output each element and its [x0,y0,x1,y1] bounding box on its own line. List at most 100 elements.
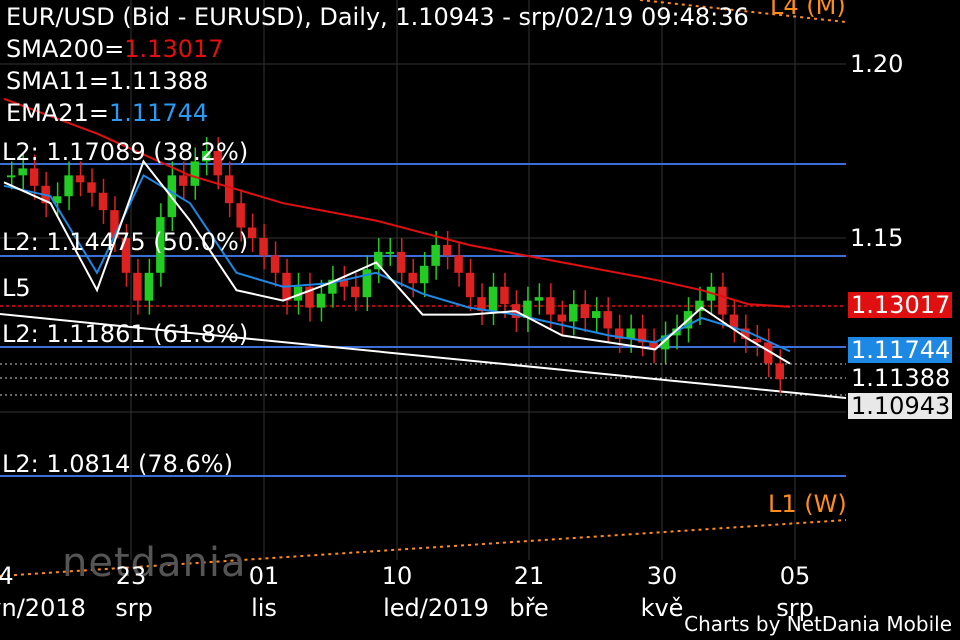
candle-body [488,286,498,312]
x-axis-month: kvě [640,594,684,622]
candle-body [29,168,39,186]
candle-body [64,175,73,197]
x-axis-day: 21 [513,562,545,590]
fib-level-label: L2: 1.17089 (38.2%) [2,138,249,166]
price-tag: 1.11744 [848,337,952,363]
candle-body [534,297,544,301]
candle-body [7,175,16,178]
candle-body [626,328,635,339]
x-axis-month: srp [776,594,814,622]
candle-body [614,328,624,339]
candle-body [144,272,154,301]
candle-body [75,175,85,183]
candle-body [213,151,222,176]
candle-body [121,238,131,273]
chart-grid [0,0,846,560]
candle-body [637,328,647,343]
candle-body [569,304,578,322]
x-axis-day: 23 [115,562,147,590]
candle-body [110,210,119,238]
candle-body [477,297,486,312]
l5-label: L5 [2,274,31,302]
candle-body [442,244,452,256]
x-axis-day: 4 [0,562,14,590]
candlesticks [7,137,784,394]
candle-body [465,272,475,298]
fib-level-label: L2: 1.0814 (78.6%) [2,450,233,478]
candle-body [546,297,555,315]
candle-body [305,286,314,308]
candle-body [752,338,762,343]
candle-body [454,255,463,273]
candle-body [500,286,509,305]
l1-trend-line [0,519,847,577]
x-axis-month: čvn/2018 [0,594,86,622]
candle-body [603,311,612,329]
candle-body [592,311,601,319]
candle-body [580,304,589,319]
sma200-line [3,97,791,308]
candle-body [202,151,211,162]
trend-lines [0,0,847,577]
sma11-line [3,159,791,365]
candle-body [156,217,165,273]
candle-body [339,279,349,287]
candle-body [190,161,199,186]
candle-body [179,175,188,186]
candle-body [385,251,394,254]
candle-body [741,328,750,339]
candle-body [351,286,360,298]
l1-label: L1 (W) [768,490,847,518]
x-axis-day: 30 [646,562,678,590]
x-axis-day: 05 [779,562,811,590]
sma11-legend: SMA11=1.11388 [6,67,209,95]
x-axis-month: bře [509,594,549,622]
candle-body [718,286,727,315]
candle-body [408,272,417,284]
netdania-watermark: netdania [62,540,247,586]
x-axis-day: 10 [381,562,413,590]
candle-body [52,196,62,204]
fib-level-label: L2: 1.14475 (50.0%) [2,228,249,256]
candle-body [397,251,406,273]
candle-body [729,314,739,329]
candle-body [775,363,784,380]
price-axis-label: 1.15 [850,224,904,252]
fib-level-label: L2: 1.11861 (61.8%) [2,320,249,348]
candle-body [236,203,245,228]
candle-body [419,265,429,284]
sma200-legend: SMA200=1.13017 [6,35,224,63]
candle-body [649,342,658,350]
candle-body [764,342,773,364]
fibonacci-levels [0,163,846,477]
candle-body [374,251,383,270]
ema21-line [3,173,791,353]
candle-body [87,182,96,193]
candle-body [98,192,108,211]
candle-body [293,286,303,301]
candle-body [18,168,27,176]
candle-body [431,244,440,266]
candle-body [523,300,532,319]
candle-body [259,238,268,256]
indicator-lines [3,97,791,365]
price-tag: 1.11388 [848,365,952,391]
candle-body [660,335,670,350]
l4-label: L4 (M) [770,0,846,20]
candle-body [224,175,234,204]
candle-body [270,255,280,273]
price-tag: 1.13017 [848,292,952,318]
candle-body [328,279,337,294]
credit-text: Charts by NetDania Mobile [684,612,952,636]
chart-title: EUR/USD (Bid - EURUSD), Daily, 1.10943 -… [6,3,749,31]
candle-body [695,300,704,312]
price-axis-label: 1.20 [850,50,904,78]
candle-body [362,269,372,298]
x-axis-month: lis [251,594,277,622]
candle-body [247,227,257,238]
price-tag: 1.10943 [848,393,952,419]
x-axis-day: 01 [248,562,280,590]
ema21-legend: EMA21=1.11744 [6,99,209,127]
candle-body [557,314,567,322]
